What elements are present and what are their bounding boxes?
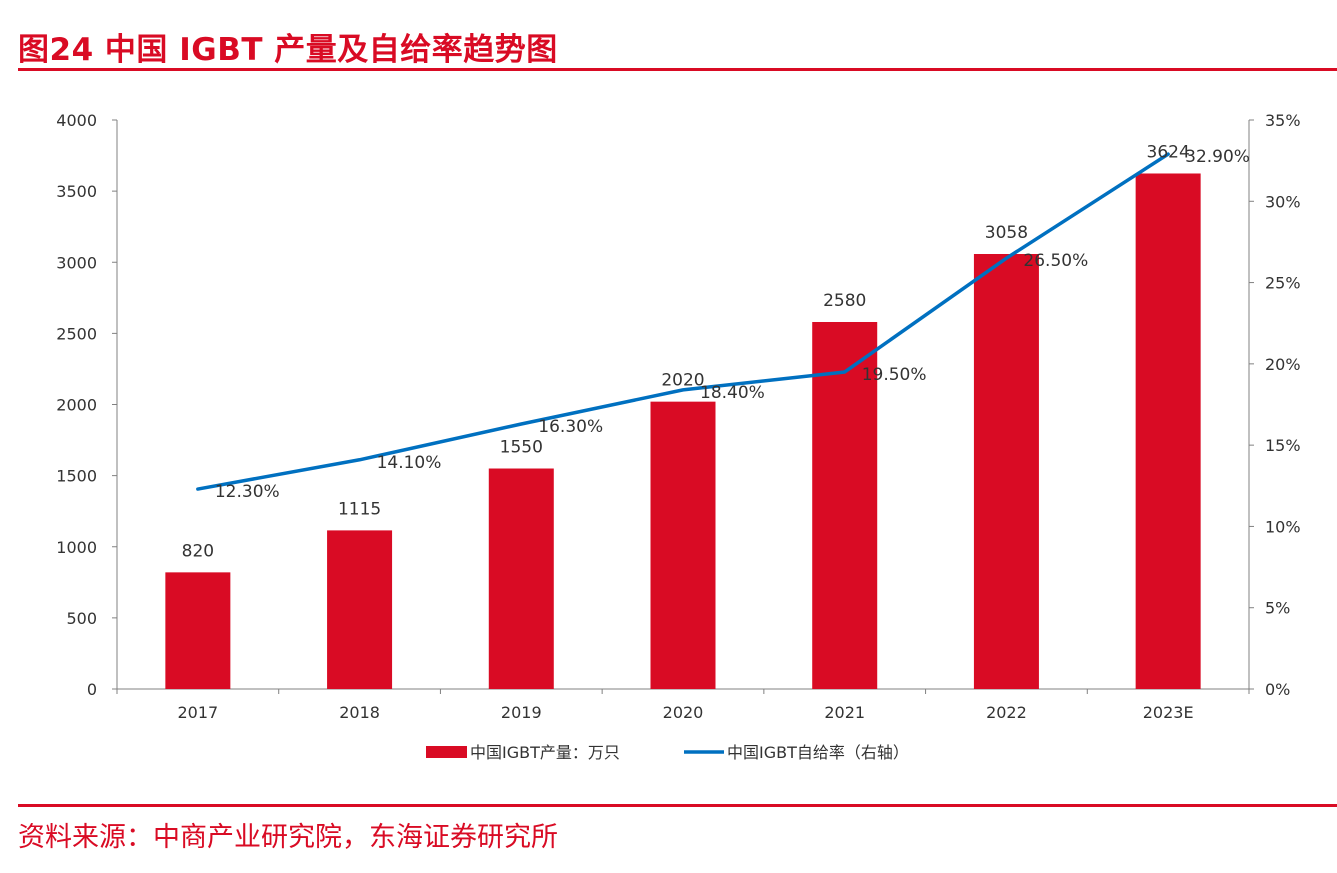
line-value-label: 16.30% (538, 417, 603, 437)
bar-series (165, 173, 1201, 690)
y-right-tick-label: 5% (1265, 599, 1290, 618)
line-value-label: 32.90% (1185, 147, 1250, 167)
source-note: 资料来源：中商产业研究院，东海证券研究所 (18, 822, 558, 853)
legend-line-label: 中国IGBT自给率（右轴） (727, 743, 909, 762)
line-value-label: 18.40% (700, 383, 765, 403)
y-left-tick-label: 4000 (56, 111, 97, 130)
y-right-tick-label: 10% (1265, 517, 1301, 536)
bar-value-label: 2580 (823, 291, 866, 311)
bar (165, 572, 231, 689)
line-value-label: 26.50% (1023, 251, 1088, 271)
title-rule (18, 68, 1337, 71)
y-left-tick-label: 2500 (56, 324, 97, 343)
bar-value-label: 2020 (661, 371, 704, 391)
x-tick-label: 2019 (501, 703, 542, 722)
bar (973, 253, 1039, 689)
bar-value-label: 1550 (500, 438, 543, 458)
axes: 0 500 1000 1500 2000 2500 3000 3500 4000 0% 5% 10% 1… (56, 111, 1300, 722)
y-right-tick-label: 15% (1265, 436, 1301, 455)
bar (650, 401, 716, 689)
y-left-tick-label: 500 (66, 609, 97, 628)
y-right-tick-label: 0% (1265, 680, 1290, 699)
bar-value-label: 820 (182, 541, 214, 561)
legend: 中国IGBT产量：万只 中国IGBT自给率（右轴） (426, 743, 909, 762)
x-tick-label: 2021 (824, 703, 865, 722)
line-value-label: 12.30% (215, 482, 280, 502)
legend-bar-label: 中国IGBT产量：万只 (470, 743, 620, 762)
line-value-label: 14.10% (377, 453, 442, 473)
x-tick-label: 2017 (177, 703, 218, 722)
y-left-tick-label: 1000 (56, 538, 97, 557)
bar (812, 321, 878, 689)
bar (327, 530, 393, 689)
bar-value-label: 3058 (985, 223, 1028, 243)
x-tick-label: 2022 (986, 703, 1027, 722)
line-series (196, 152, 1170, 491)
line-value-label: 19.50% (862, 365, 927, 385)
y-left-tick-label: 2000 (56, 396, 97, 415)
bar (488, 468, 554, 689)
y-right-tick-label: 30% (1265, 192, 1301, 211)
x-tick-label: 2018 (339, 703, 380, 722)
bar-value-label: 3624 (1147, 142, 1190, 162)
bar (1135, 173, 1201, 690)
y-right-tick-label: 35% (1265, 111, 1301, 130)
line-path (196, 152, 1170, 491)
y-right-tick-label: 20% (1265, 355, 1301, 374)
y-left-tick-label: 0 (87, 680, 97, 699)
y-left-tick-label: 1500 (56, 467, 97, 486)
source-rule (18, 804, 1337, 807)
legend-bar-swatch (426, 746, 467, 758)
x-tick-label: 2020 (663, 703, 704, 722)
y-left-tick-label: 3500 (56, 182, 97, 201)
x-tick-label: 2023E (1143, 703, 1194, 722)
y-right-tick-label: 25% (1265, 274, 1301, 293)
figure-title: 图24 中国 IGBT 产量及自给率趋势图 (18, 32, 558, 68)
y-left-tick-label: 3000 (56, 253, 97, 272)
data-labels: 820 1115 1550 2020 2580 3058 3624 12.30% 14.10% 1… (182, 142, 1250, 561)
bar-value-label: 1115 (338, 499, 381, 519)
igbt-chart: 0 500 1000 1500 2000 2500 3000 3500 4000 0% 5% 10% 1… (56, 111, 1300, 762)
